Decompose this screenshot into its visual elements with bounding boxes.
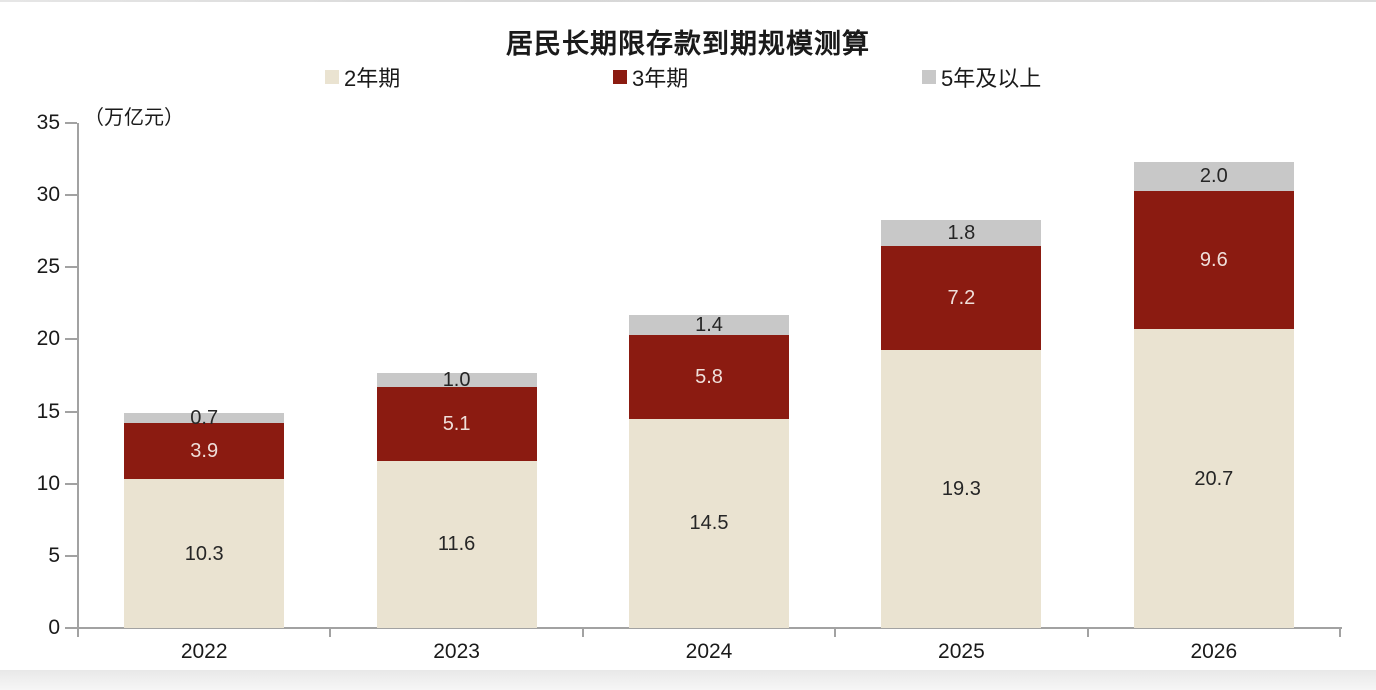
bar-segment [629, 335, 789, 419]
bar-segment [376, 460, 537, 628]
y-tick-label: 10 [36, 471, 60, 495]
bar-segment [1133, 329, 1294, 628]
legend-label: 5年及以上 [941, 66, 1042, 91]
y-tick-label: 30 [36, 183, 60, 207]
bar-segment [881, 245, 1042, 350]
y-tick-label: 20 [36, 327, 60, 351]
bar-segment-value: 1.0 [442, 368, 471, 391]
bar-segment [124, 423, 285, 480]
bar-segment-value: 14.5 [689, 512, 729, 535]
bar-segment-value: 11.6 [437, 533, 476, 556]
y-tick-label: 25 [36, 255, 60, 279]
bar-segment [629, 314, 789, 336]
y-axis-tick [65, 338, 77, 341]
bar-segment-value: 20.7 [1194, 467, 1234, 490]
bottom-page-edge [0, 670, 1376, 690]
x-tick-label: 2024 [685, 640, 733, 663]
legend-item: 2年期 [325, 63, 400, 91]
bar-segment-value: 1.8 [947, 221, 976, 244]
x-axis-line [65, 627, 1342, 629]
top-divider [0, 0, 1376, 2]
legend-swatch-icon [613, 70, 627, 84]
legend-item: 3年期 [613, 63, 688, 91]
x-tick-label: 2026 [1190, 640, 1238, 663]
legend-label: 3年期 [632, 66, 689, 91]
y-tick-label: 5 [48, 543, 60, 567]
y-axis-tick [65, 266, 77, 269]
x-axis-tick [1339, 628, 1341, 637]
bar-segment [376, 387, 537, 461]
x-axis-tick [834, 628, 837, 637]
x-tick-label: 2023 [433, 640, 480, 663]
bar-segment-value: 19.3 [941, 477, 981, 500]
y-axis-line [77, 123, 79, 628]
legend-item: 5年及以上 [922, 63, 1041, 91]
bar-segment [881, 349, 1042, 628]
bar-segment [124, 413, 285, 424]
legend-swatch-icon [325, 70, 339, 84]
y-tick-label: 15 [36, 399, 60, 423]
y-axis-tick [65, 194, 77, 197]
bar-segment [376, 372, 537, 388]
x-tick-label: 2022 [180, 640, 228, 663]
legend-label: 2年期 [344, 66, 401, 91]
bar-segment-value: 5.1 [442, 412, 471, 435]
bar-segment [124, 479, 285, 628]
x-axis-tick [329, 628, 332, 637]
bar-segment-value: 9.6 [1199, 249, 1228, 272]
y-axis-tick [65, 554, 77, 557]
bar-segment-value: 10.3 [184, 542, 224, 565]
y-axis-unit-label: （万亿元） [84, 107, 184, 129]
bar-segment [1133, 161, 1294, 191]
bar-segment [881, 219, 1042, 246]
bar-segment [629, 418, 789, 628]
y-axis-tick [65, 410, 77, 413]
bar-segment [1133, 190, 1294, 330]
y-axis-tick [65, 122, 77, 124]
x-tick-label: 2025 [938, 640, 985, 663]
bar-segment-value: 2.0 [1199, 165, 1228, 188]
bar-segment-value: 5.8 [695, 365, 723, 388]
bar-segment-value: 7.2 [947, 286, 976, 309]
x-axis-tick [1086, 628, 1089, 637]
x-axis-tick [77, 628, 79, 637]
y-tick-label: 0 [48, 616, 60, 639]
bar-segment-value: 1.4 [695, 314, 723, 336]
bar-segment-value: 3.9 [190, 440, 219, 463]
y-tick-label: 35 [36, 111, 60, 134]
chart-title: 居民长期限存款到期规模测算 [506, 29, 870, 59]
legend-swatch-icon [922, 70, 936, 84]
y-axis-tick [65, 482, 77, 485]
x-axis-tick [581, 628, 584, 637]
bar-segment-value: 0.7 [190, 407, 219, 430]
